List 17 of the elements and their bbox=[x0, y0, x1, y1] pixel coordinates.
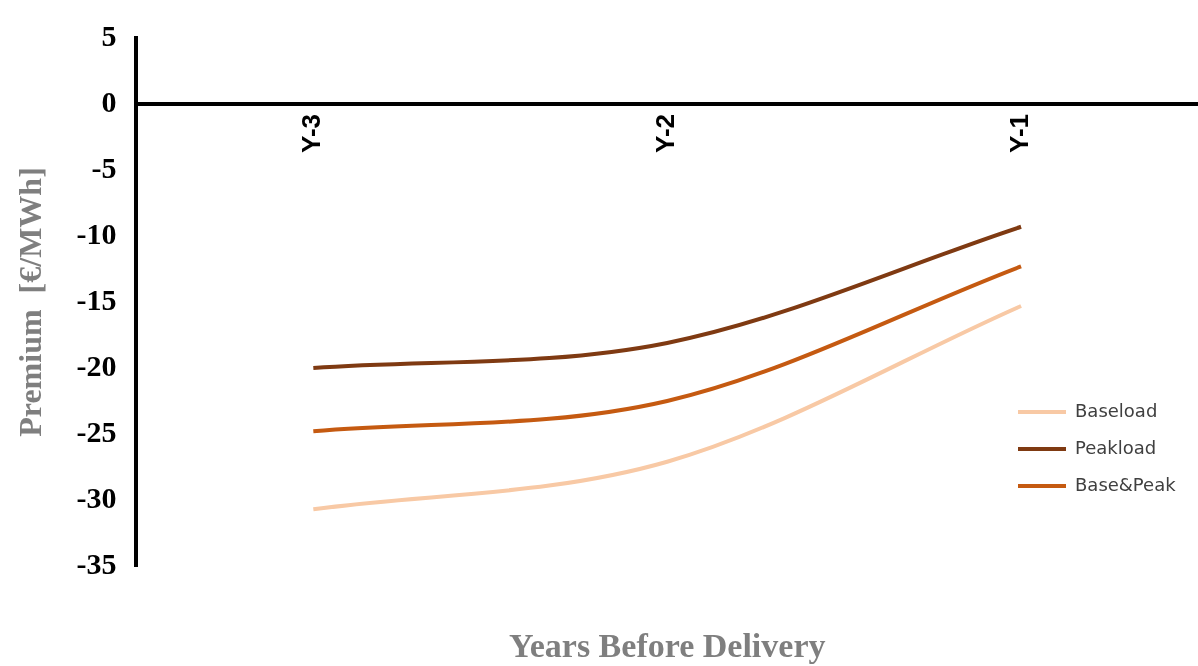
y-tick-label: -30 bbox=[76, 480, 117, 514]
y-tick-label: 0 bbox=[101, 84, 117, 118]
y-axis-title: Premium [€/MWh] bbox=[12, 167, 49, 437]
x-tick-label: Y-1 bbox=[1004, 114, 1035, 154]
y-tick-label: -20 bbox=[76, 348, 117, 382]
legend-label: Base&Peak bbox=[1075, 473, 1177, 495]
x-tick-label: Y-3 bbox=[296, 114, 327, 154]
y-tick-label: 5 bbox=[101, 18, 117, 52]
x-tick-label: Y-2 bbox=[650, 114, 681, 154]
y-tick-label: -10 bbox=[76, 216, 117, 250]
y-tick-label: -15 bbox=[76, 282, 117, 316]
y-tick-label: -5 bbox=[91, 150, 117, 184]
legend-label: Peakload bbox=[1075, 436, 1157, 458]
y-tick-label: -25 bbox=[76, 414, 117, 448]
legend-label: Baseload bbox=[1075, 399, 1158, 421]
y-tick-label: -35 bbox=[76, 546, 117, 580]
x-axis-title: Years Before Delivery bbox=[508, 626, 826, 664]
